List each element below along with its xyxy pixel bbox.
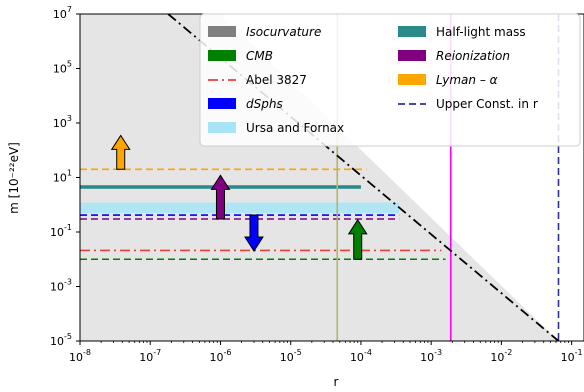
legend-label-cmb: CMB [246,49,273,63]
dsphs-arrow [244,214,264,252]
legend-swatch-dsphs [208,98,236,109]
legend-swatch-cmb [208,50,236,61]
legend-label-lyman: Lyman – α [436,73,498,87]
legend-label-ursa-and-fornax: Ursa and Fornax [246,121,344,135]
lyman-arrow [110,134,131,170]
legend-swatch-half-light-mass [398,26,426,37]
y-axis-label: m [10⁻²²eV] [7,142,21,214]
ursa-and-fornax-band [80,202,400,213]
legend-label-upper-const-in-r: Upper Const. in r [436,97,538,111]
legend-swatch-isocurvature [208,26,236,37]
legend: Isocurvature CMB Abel 3827 dSphs Ursa and Fo… [199,13,581,147]
legend-swatch-ursa-and-fornax [208,122,236,133]
cmb-arrow [347,218,368,260]
x-axis-label: r [334,375,339,389]
legend-label-abel-3827: Abel 3827 [246,73,307,87]
legend-label-half-light-mass: Half-light mass [436,25,526,39]
legend-label-reionization: Reionization [436,49,510,63]
legend-swatch-lyman [398,74,426,85]
legend-label-isocurvature: Isocurvature [246,25,321,39]
legend-swatch-reionization [398,50,426,61]
reionization-arrow [210,174,231,220]
legend-box [199,13,581,147]
legend-label-dsphs: dSphs [246,97,283,111]
